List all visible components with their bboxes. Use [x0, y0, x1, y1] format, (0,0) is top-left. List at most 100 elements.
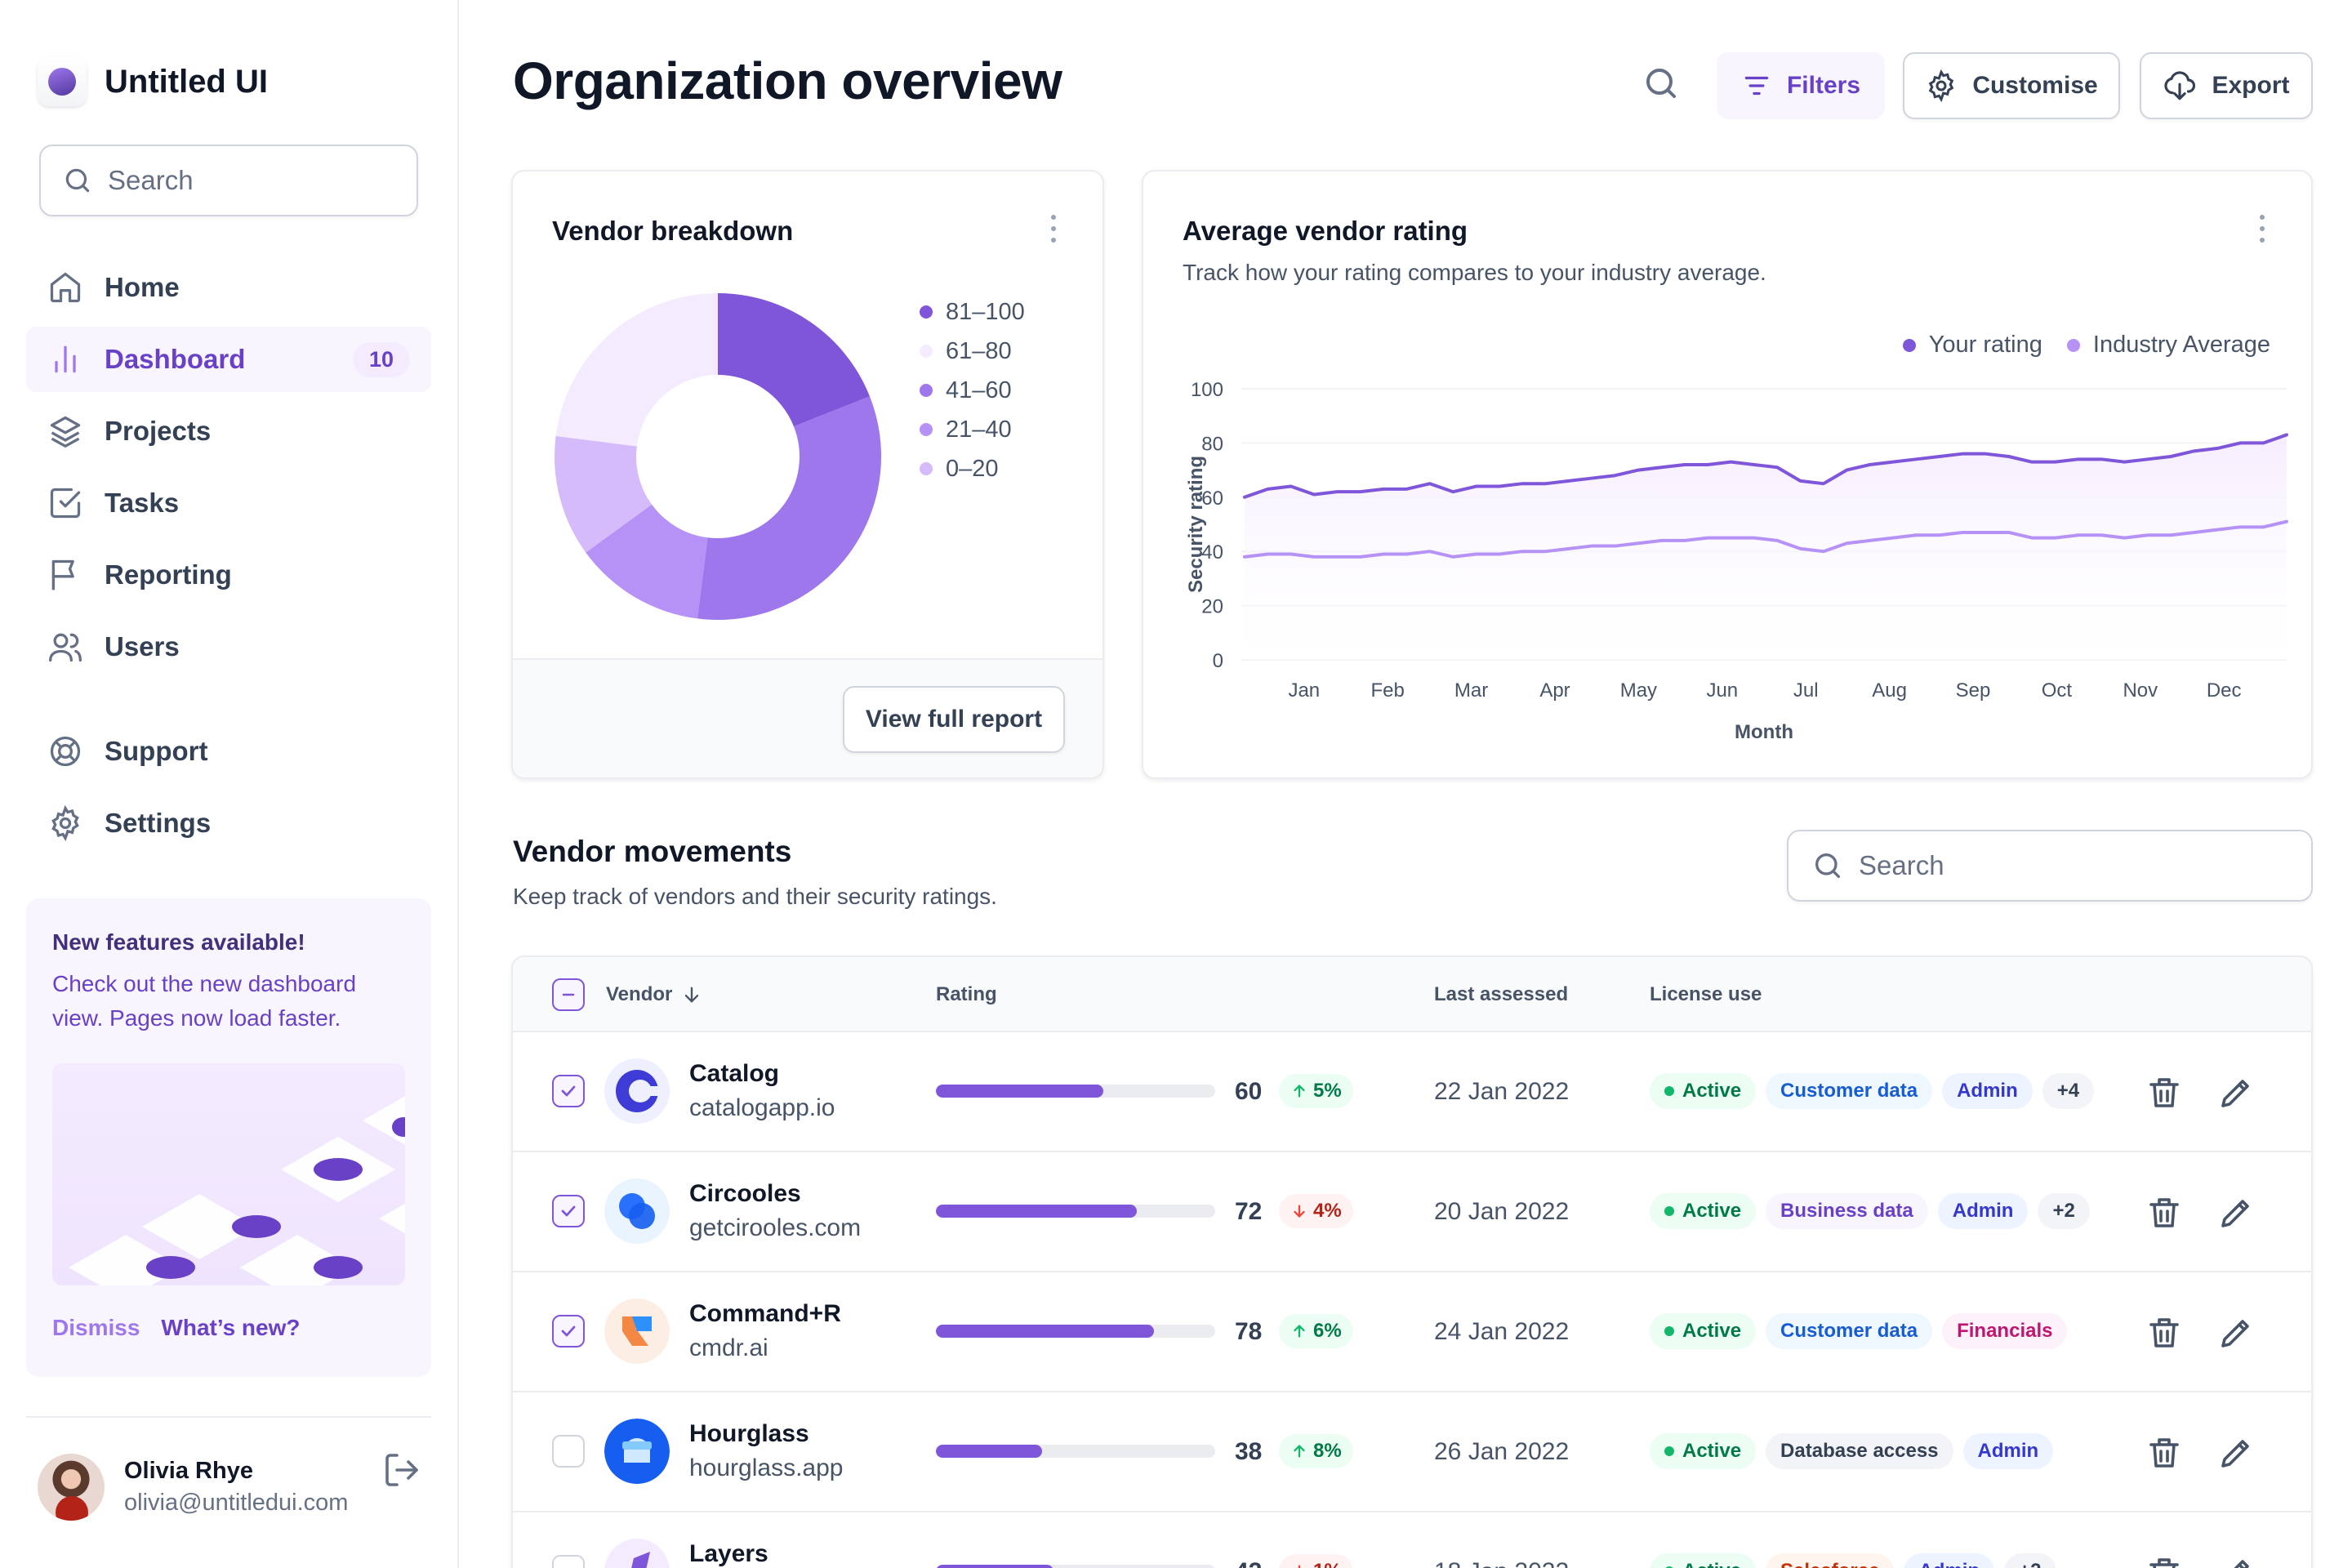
row-checkbox[interactable] [552, 1195, 585, 1227]
arrow-up-icon [1294, 1444, 1305, 1458]
table-row[interactable]: Layers getlayers.io 42 1% 18 Jan 2022 Ac… [513, 1512, 2311, 1568]
line-chart-legend: Your rating Industry Average [1902, 332, 2270, 359]
feature-actions: Dismiss What’s new? [52, 1315, 300, 1341]
last-assessed-date: 18 Jan 2022 [1434, 1558, 1569, 1568]
customise-label: Customise [1972, 72, 2098, 99]
row-checkbox[interactable] [552, 1315, 585, 1348]
table-row[interactable]: Catalog catalogapp.io 60 5% 22 Jan 2022 … [513, 1032, 2311, 1152]
y-axis-label: Security rating [1185, 456, 1207, 593]
average-rating-card: Average vendor rating Track how your rat… [1142, 170, 2313, 779]
export-button[interactable]: Export [2140, 52, 2313, 119]
legend-label: 0–20 [946, 455, 999, 482]
edit-icon[interactable] [2216, 1553, 2256, 1568]
customise-button[interactable]: Customise [1903, 52, 2120, 119]
more-vertical-icon[interactable] [2254, 212, 2270, 245]
trash-icon[interactable] [2145, 1193, 2184, 1232]
nav-label: Projects [105, 416, 212, 446]
filters-button[interactable]: Filters [1717, 52, 1885, 119]
sidebar-divider [26, 1416, 431, 1418]
nav-item-home[interactable]: Home [26, 255, 431, 320]
whats-new-link[interactable]: What’s new? [161, 1315, 301, 1340]
logout-icon[interactable] [382, 1450, 421, 1490]
table-row[interactable]: Command+R cmdr.ai 78 6% 24 Jan 2022 Acti… [513, 1272, 2311, 1392]
dismiss-link[interactable]: Dismiss [52, 1315, 140, 1340]
vendor-search-input[interactable] [1859, 850, 2300, 881]
vendor-domain: getcirooles.com [689, 1214, 862, 1241]
nav-item-dashboard[interactable]: Dashboard 10 [26, 327, 431, 392]
x-tick-label: Jan [1288, 679, 1320, 702]
layers-icon [46, 412, 85, 451]
vendor-domain: hourglass.app [689, 1454, 844, 1481]
nav-item-reporting[interactable]: Reporting [26, 542, 431, 608]
trash-icon[interactable] [2145, 1553, 2184, 1568]
user-name: Olivia Rhye [124, 1458, 253, 1484]
sidebar-search-input[interactable] [108, 165, 402, 196]
rating-bar [936, 1325, 1215, 1338]
search-icon [1646, 69, 1676, 98]
vendor-logo [604, 1419, 670, 1484]
donut-slice-0–20[interactable] [555, 435, 653, 553]
change-value: 4% [1313, 1200, 1342, 1222]
license-tag: Active [1650, 1313, 1757, 1349]
last-assessed-date: 26 Jan 2022 [1434, 1438, 1570, 1465]
x-tick-label: Aug [1872, 679, 1907, 702]
trash-icon[interactable] [2145, 1073, 2184, 1112]
edit-icon[interactable] [2216, 1073, 2256, 1112]
main-nav: Home Dashboard 10 Projects Tasks Reporti… [26, 255, 431, 686]
column-license-use: License use [1650, 983, 1762, 1005]
card-title: Average vendor rating [1183, 216, 1468, 246]
x-tick-label: Mar [1454, 679, 1488, 702]
donut-slice-61–80[interactable] [555, 293, 718, 447]
card-title: Vendor breakdown [552, 216, 794, 246]
donut-slice-21–40[interactable] [586, 504, 708, 619]
sidebar-search [39, 145, 418, 216]
select-all-checkbox[interactable] [552, 957, 585, 1032]
donut-slice-81–100[interactable] [718, 293, 870, 427]
row-checkbox[interactable] [552, 1555, 585, 1568]
trash-icon[interactable] [2145, 1313, 2184, 1352]
nav-item-users[interactable]: Users [26, 614, 431, 679]
y-tick-label: 80 [1201, 433, 1223, 455]
brand[interactable]: Untitled UI [38, 57, 268, 106]
more-vertical-icon[interactable] [1045, 212, 1062, 245]
legend-item: 81–100 [920, 292, 1025, 332]
donut-slice-41–60[interactable] [697, 396, 881, 620]
view-full-report-button[interactable]: View full report [843, 686, 1065, 753]
nav-item-tasks[interactable]: Tasks [26, 470, 431, 536]
row-checkbox[interactable] [552, 1435, 585, 1468]
user-profile[interactable]: Olivia Rhye olivia@untitledui.com [38, 1454, 348, 1521]
edit-icon[interactable] [2216, 1193, 2256, 1232]
edit-icon[interactable] [2216, 1313, 2256, 1352]
header-search-button[interactable] [1642, 64, 1684, 106]
legend-label: Industry Average [2092, 332, 2270, 358]
license-tag: Admin [1937, 1193, 2029, 1229]
nav-item-settings[interactable]: Settings [26, 791, 431, 856]
vendor-name: Catalog [689, 1060, 780, 1087]
nav-item-support[interactable]: Support [26, 719, 431, 784]
rating-bar [936, 1445, 1215, 1458]
y-tick-label: 0 [1213, 650, 1223, 672]
search-icon [65, 168, 90, 193]
vendor-table: Vendor Rating Last assessed License use … [511, 956, 2313, 1568]
row-checkbox[interactable] [552, 1075, 585, 1107]
column-last-assessed: Last assessed [1434, 983, 1569, 1005]
change-value: 8% [1313, 1440, 1342, 1462]
column-vendor[interactable]: Vendor [606, 957, 703, 1032]
vendor-breakdown-card: Vendor breakdown 81–100 61–80 41–60 21–4… [511, 170, 1104, 779]
license-tag: Customer data [1766, 1313, 1933, 1349]
nav-label: Tasks [105, 488, 180, 518]
edit-icon[interactable] [2216, 1433, 2256, 1472]
nav-item-projects[interactable]: Projects [26, 399, 431, 464]
legend-item: 41–60 [920, 371, 1025, 410]
section-title: Vendor movements [513, 835, 792, 868]
bar-chart-icon [46, 340, 85, 379]
trash-icon[interactable] [2145, 1433, 2184, 1472]
table-row[interactable]: Hourglass hourglass.app 38 8% 26 Jan 202… [513, 1392, 2311, 1512]
license-tag: Active [1650, 1193, 1757, 1229]
avatar [38, 1454, 105, 1521]
license-tag: Admin [1942, 1073, 2033, 1109]
feature-title: New features available! [52, 929, 305, 955]
x-tick-label: Sep [1956, 679, 1991, 702]
table-row[interactable]: Circooles getcirooles.com 72 4% 20 Jan 2… [513, 1152, 2311, 1272]
last-assessed-date: 22 Jan 2022 [1434, 1078, 1570, 1105]
